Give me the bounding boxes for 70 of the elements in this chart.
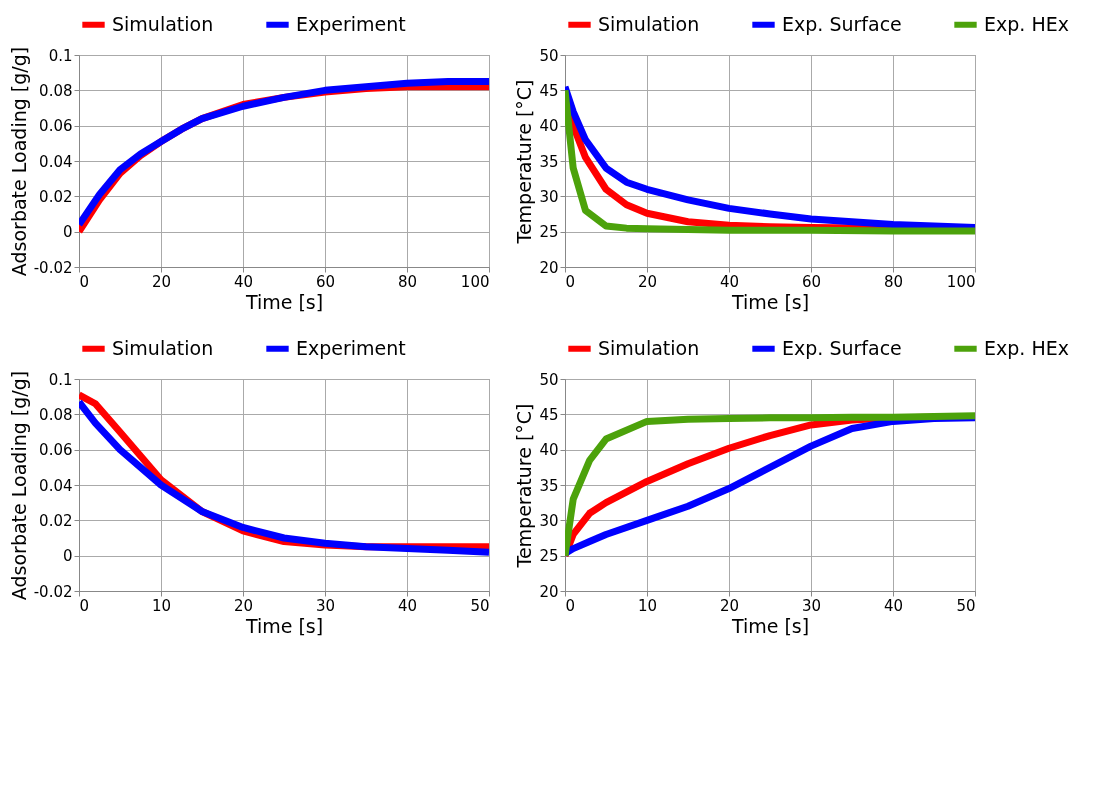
legend-label: Exp. Surface <box>782 12 902 35</box>
x-tick-label: 0 <box>565 596 576 615</box>
legend-label: Exp. HEx <box>984 336 1069 359</box>
y-tick-label: 25 <box>539 223 559 242</box>
y-axis-title: Temperature [°C] <box>513 403 536 569</box>
y-tick-label: 0.04 <box>39 476 73 495</box>
y-tick-label: 30 <box>539 511 559 530</box>
x-tick-label: 10 <box>637 596 658 615</box>
y-tick-label: 35 <box>539 152 559 171</box>
x-tick-label: 50 <box>956 596 976 615</box>
x-tick-label: 20 <box>637 272 658 291</box>
x-tick-label: 60 <box>801 272 822 291</box>
x-axis-title: Time [s] <box>730 614 810 637</box>
legend-label: Experiment <box>296 336 406 359</box>
legend-label: Simulation <box>598 336 700 359</box>
y-tick-label: 40 <box>539 441 559 460</box>
x-tick-label: 0 <box>79 272 90 291</box>
y-tick-label: 50 <box>539 46 559 65</box>
x-tick-label: 50 <box>470 596 490 615</box>
y-tick-label: 0.08 <box>39 405 73 424</box>
x-tick-label: 0 <box>79 596 90 615</box>
x-axis-title: Time [s] <box>730 290 810 313</box>
y-tick-label: 0.06 <box>39 441 73 460</box>
y-tick-label: 0.02 <box>39 511 73 530</box>
y-tick-label: 20 <box>539 258 559 277</box>
y-axis-title: Temperature [°C] <box>513 79 536 245</box>
x-tick-label: 40 <box>397 596 418 615</box>
y-tick-label: 0.1 <box>48 46 73 65</box>
y-tick-label: 45 <box>539 81 559 100</box>
y-tick-label: 45 <box>539 405 559 424</box>
x-tick-label: 30 <box>801 596 822 615</box>
x-tick-label: 100 <box>460 272 490 291</box>
y-tick-label: 0.04 <box>39 152 73 171</box>
x-tick-label: 20 <box>233 596 254 615</box>
legend-label: Exp. Surface <box>782 336 902 359</box>
x-tick-label: 10 <box>151 596 172 615</box>
legend-label: Exp. HEx <box>984 12 1069 35</box>
x-tick-label: 40 <box>233 272 254 291</box>
y-axis-title: Adsorbate Loading [g/g] <box>7 46 30 277</box>
x-tick-label: 60 <box>315 272 336 291</box>
x-tick-label: 40 <box>719 272 740 291</box>
y-tick-label: -0.02 <box>33 582 73 601</box>
legend-label: Experiment <box>296 12 406 35</box>
y-tick-label: 25 <box>539 547 559 566</box>
y-tick-label: 40 <box>539 117 559 136</box>
y-tick-label: 0.02 <box>39 187 73 206</box>
x-tick-label: 80 <box>883 272 904 291</box>
legend-label: Simulation <box>598 12 700 35</box>
legend-label: Simulation <box>112 336 214 359</box>
y-tick-label: 0 <box>62 547 73 566</box>
y-tick-label: 0 <box>62 223 73 242</box>
x-tick-label: 30 <box>315 596 336 615</box>
x-tick-label: 100 <box>946 272 976 291</box>
x-axis-title: Time [s] <box>244 290 324 313</box>
x-tick-label: 20 <box>151 272 172 291</box>
y-tick-label: 35 <box>539 476 559 495</box>
y-axis-title: Adsorbate Loading [g/g] <box>7 370 30 601</box>
x-tick-label: 40 <box>883 596 904 615</box>
x-axis-title: Time [s] <box>244 614 324 637</box>
legend-label: Simulation <box>112 12 214 35</box>
x-tick-label: 80 <box>397 272 418 291</box>
y-tick-label: 50 <box>539 370 559 389</box>
y-tick-label: 0.1 <box>48 370 73 389</box>
y-tick-label: 0.06 <box>39 117 73 136</box>
y-tick-label: -0.02 <box>33 258 73 277</box>
y-tick-label: 30 <box>539 187 559 206</box>
x-tick-label: 20 <box>719 596 740 615</box>
y-tick-label: 20 <box>539 582 559 601</box>
y-tick-label: 0.08 <box>39 81 73 100</box>
x-tick-label: 0 <box>565 272 576 291</box>
